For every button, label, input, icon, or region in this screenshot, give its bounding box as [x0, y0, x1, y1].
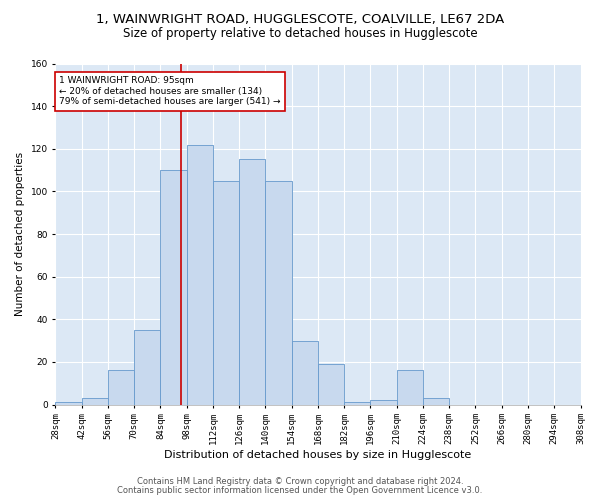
Bar	[423, 398, 449, 404]
Bar	[187, 144, 213, 404]
Text: Contains public sector information licensed under the Open Government Licence v3: Contains public sector information licen…	[118, 486, 482, 495]
Bar	[318, 364, 344, 405]
Bar	[397, 370, 423, 404]
Bar	[134, 330, 160, 404]
Bar	[344, 402, 370, 404]
Y-axis label: Number of detached properties: Number of detached properties	[15, 152, 25, 316]
Bar	[265, 180, 292, 404]
Text: 1 WAINWRIGHT ROAD: 95sqm
← 20% of detached houses are smaller (134)
79% of semi-: 1 WAINWRIGHT ROAD: 95sqm ← 20% of detach…	[59, 76, 281, 106]
Text: 1, WAINWRIGHT ROAD, HUGGLESCOTE, COALVILLE, LE67 2DA: 1, WAINWRIGHT ROAD, HUGGLESCOTE, COALVIL…	[96, 12, 504, 26]
Bar	[239, 160, 265, 404]
Bar	[82, 398, 108, 404]
Text: Size of property relative to detached houses in Hugglescote: Size of property relative to detached ho…	[122, 28, 478, 40]
X-axis label: Distribution of detached houses by size in Hugglescote: Distribution of detached houses by size …	[164, 450, 472, 460]
Bar	[292, 340, 318, 404]
Text: Contains HM Land Registry data © Crown copyright and database right 2024.: Contains HM Land Registry data © Crown c…	[137, 477, 463, 486]
Bar	[55, 402, 82, 404]
Bar	[108, 370, 134, 404]
Bar	[160, 170, 187, 404]
Bar	[213, 180, 239, 404]
Bar	[370, 400, 397, 404]
